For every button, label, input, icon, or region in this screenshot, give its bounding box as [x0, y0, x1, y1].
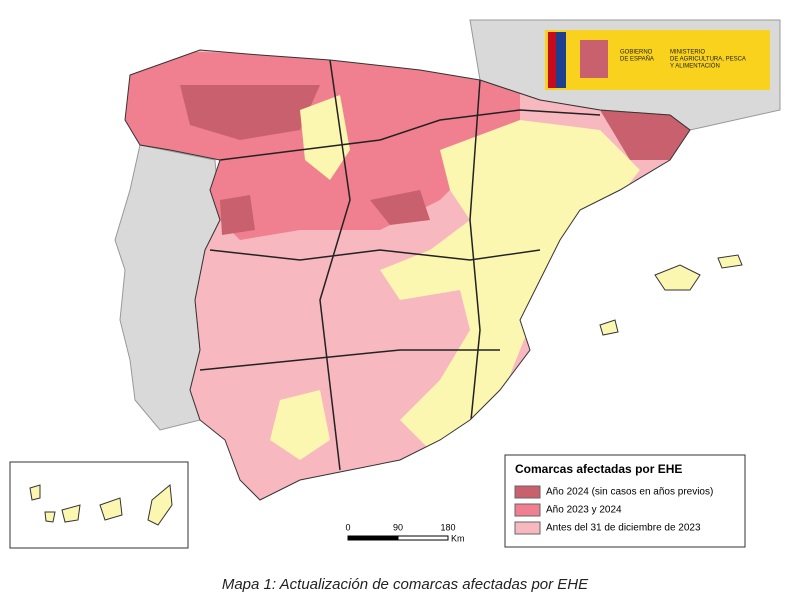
region-yellow: [270, 390, 330, 460]
legend-label: Año 2023 y 2024: [546, 505, 622, 516]
border: [469, 79, 481, 431]
logo-line: GOBIERNO: [620, 50, 653, 56]
region-dark: [600, 110, 690, 160]
logo-line: DE ESPAÑA: [620, 56, 654, 63]
scale-segment: [397, 535, 449, 541]
legend-title: Comarcas afectadas por EHE: [515, 462, 682, 476]
scale-label: 90: [393, 522, 403, 532]
border: [199, 349, 500, 371]
island: [717, 254, 743, 269]
region-dark: [220, 195, 255, 235]
spain-outline: [124, 49, 691, 501]
logo-line: MINISTERIO: [670, 50, 705, 56]
region-dark: [180, 85, 320, 140]
island: [44, 511, 56, 523]
legend-swatch: [514, 503, 541, 517]
region-yellow: [380, 120, 640, 450]
logo-shield: [580, 40, 608, 78]
scale-label: 180: [440, 522, 455, 532]
scale-unit: Km: [451, 533, 465, 543]
legend-label: Antes del 31 de diciembre de 2023: [546, 523, 701, 534]
logo-flag: [556, 32, 566, 88]
logo-flag: [548, 32, 556, 88]
island: [99, 497, 123, 521]
legend-box: [504, 454, 746, 548]
legend-swatch: [514, 521, 541, 535]
border: [319, 59, 351, 471]
island: [599, 319, 619, 336]
logo-line: DE AGRICULTURA, PESCA: [670, 57, 746, 63]
caption: Mapa 1: Actualización de comarcas afecta…: [222, 576, 589, 593]
legend-items: Año 2024 (sin casos en años previos) Año …: [514, 485, 713, 535]
spain: [125, 50, 690, 500]
logo-line: Y ALIMENTACIÓN: [670, 63, 720, 70]
border: [219, 109, 601, 161]
scale-label: 0: [345, 522, 350, 532]
scale-segment: [347, 535, 399, 541]
legend-label: Año 2024 (sin casos en años previos): [546, 487, 713, 498]
island: [61, 504, 81, 523]
legend-swatch: [514, 485, 541, 499]
border: [209, 249, 541, 261]
island: [29, 484, 41, 501]
island: [654, 264, 701, 291]
island: [147, 484, 173, 526]
region-dark: [370, 190, 430, 225]
